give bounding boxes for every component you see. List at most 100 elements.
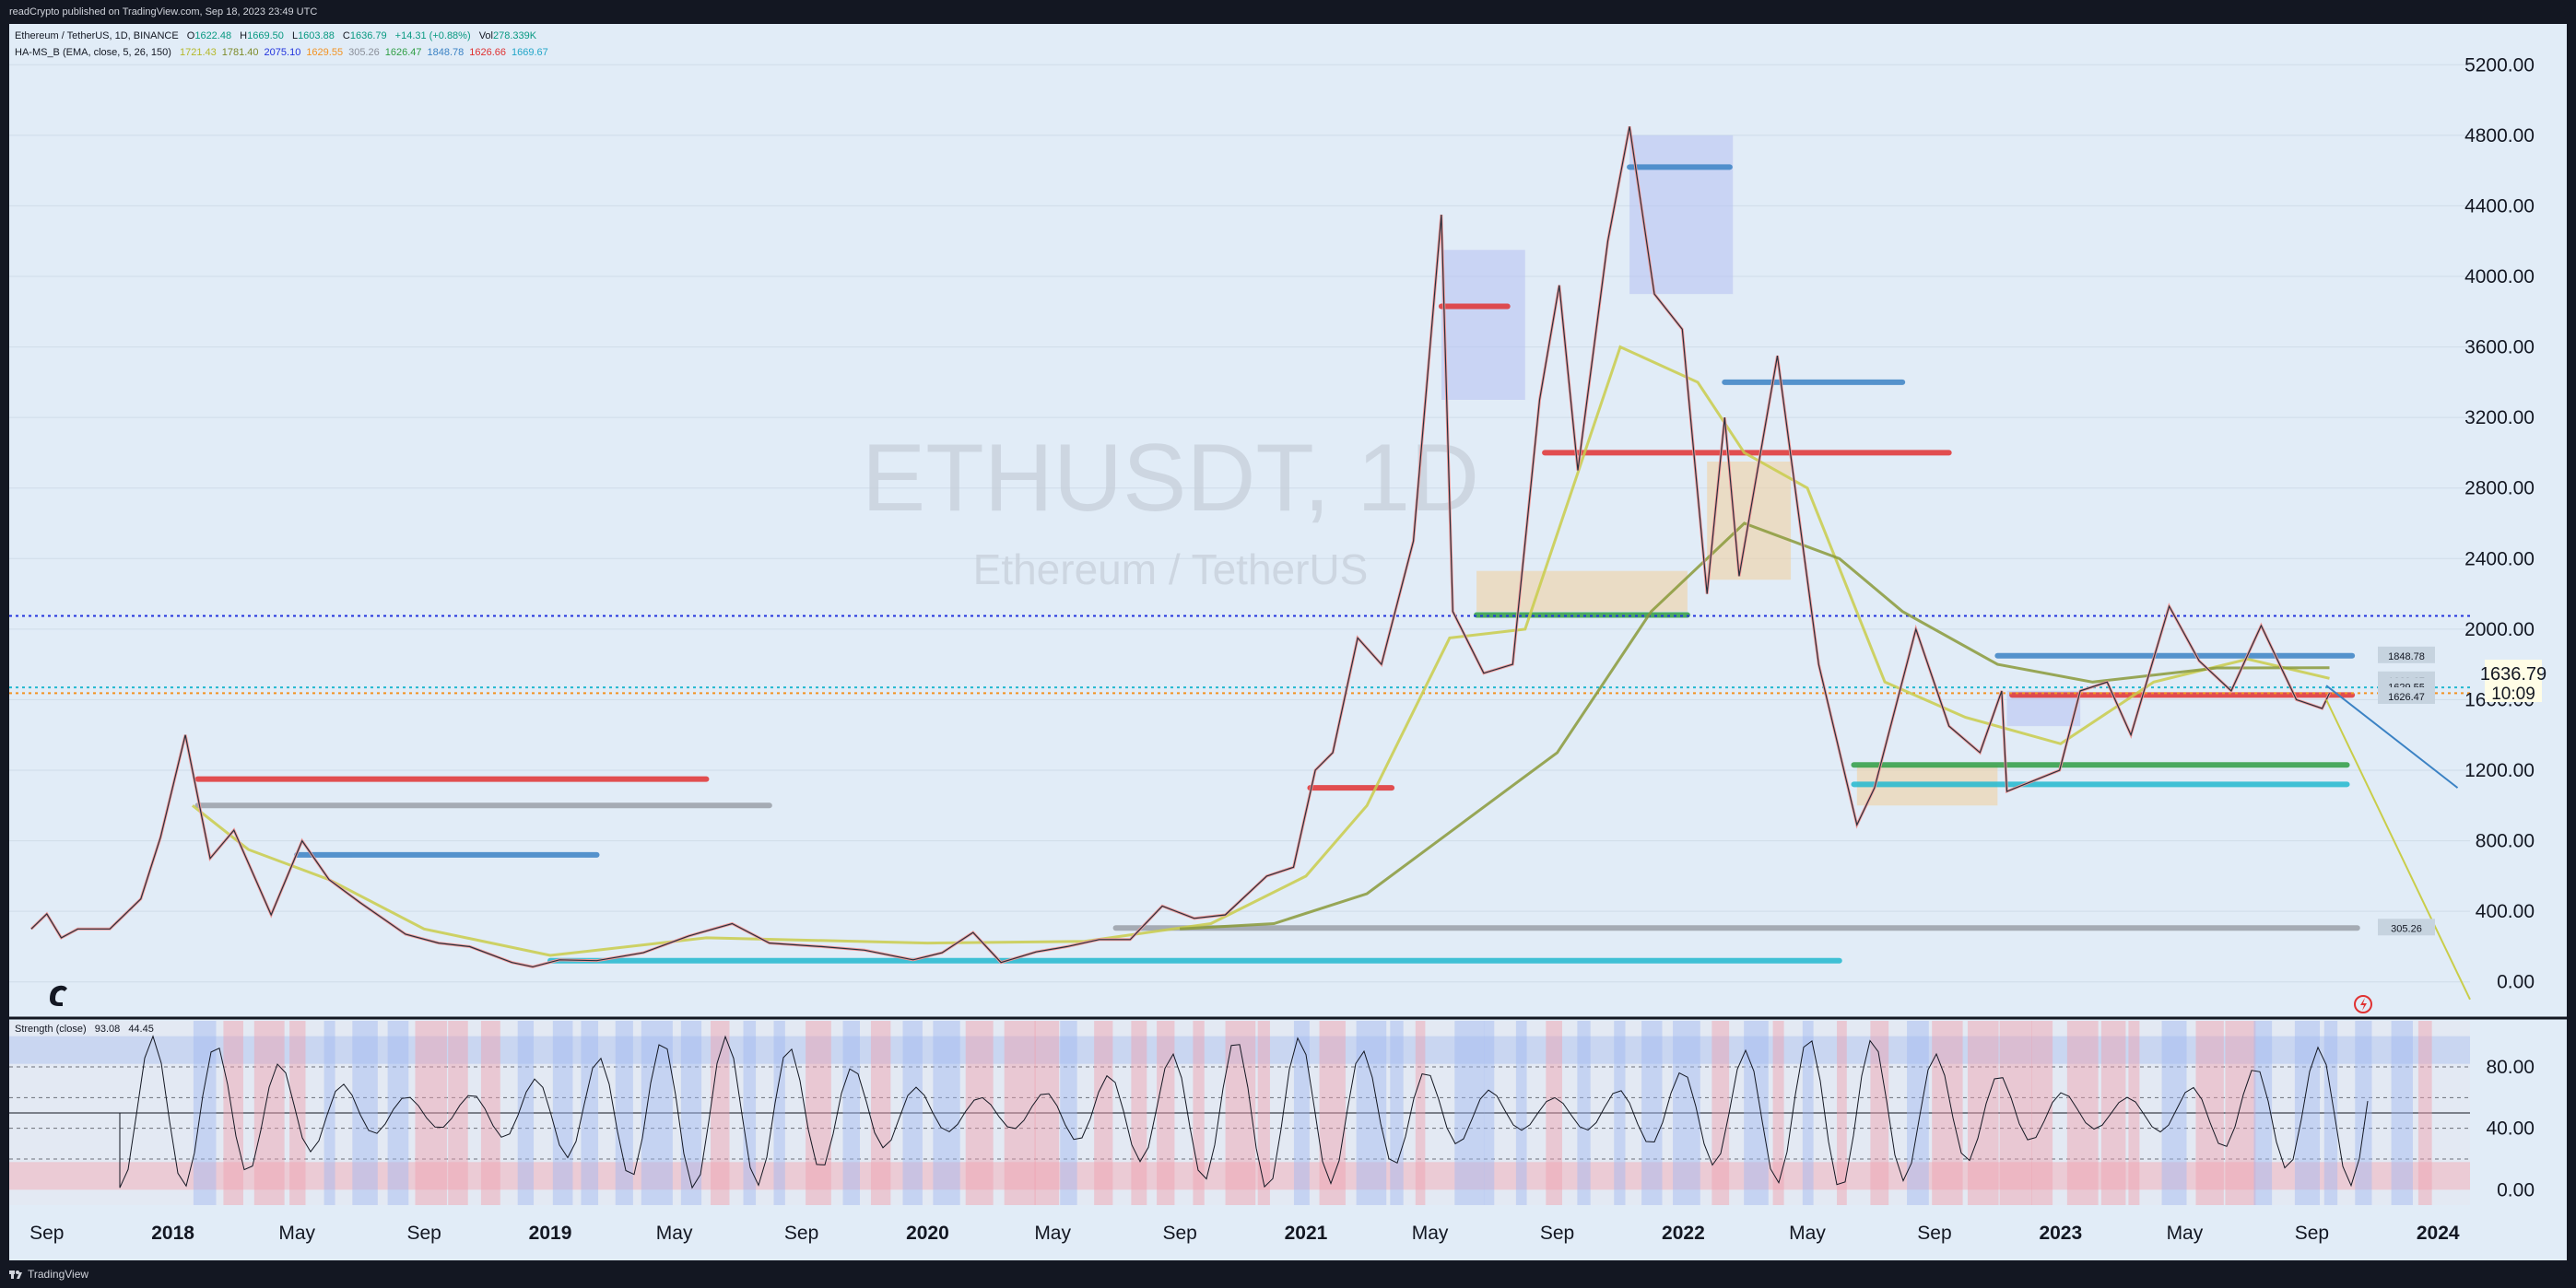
line-label-bg <box>2378 686 2435 704</box>
oscillator-shade <box>1711 1021 1730 1205</box>
legend-close-value: 1636.79 <box>350 30 387 41</box>
oscillator-shade <box>448 1021 468 1205</box>
oscillator-shade <box>1614 1021 1626 1205</box>
current-price-countdown: 10:09 <box>2491 685 2535 704</box>
y-tick-label: 2000.00 <box>2464 619 2535 640</box>
oscillator-shade <box>1772 1021 1784 1205</box>
oscillator-shade <box>1454 1021 1485 1205</box>
x-tick-label: May <box>656 1223 693 1244</box>
ema-lines <box>191 345 2330 957</box>
oscillator-shade <box>965 1021 994 1205</box>
x-tick-label: May <box>1412 1223 1449 1244</box>
svg-text:HA-MS_B (EMA, close, 5, 26, 15: HA-MS_B (EMA, close, 5, 26, 150) 1721.43… <box>15 47 548 58</box>
y-tick-label: 3600.00 <box>2464 337 2535 358</box>
legend-open-value: 1622.48 <box>194 30 231 41</box>
watermark: ETHUSDT, 1D Ethereum / TetherUS <box>862 425 1479 593</box>
current-price-value: 1636.79 <box>2480 664 2547 685</box>
y-tick-label: 800.00 <box>2476 831 2535 852</box>
published-header: readCrypto published on TradingView.com,… <box>0 0 2576 24</box>
oscillator-shade <box>1577 1021 1591 1205</box>
x-tick-label: May <box>2167 1223 2204 1244</box>
oscillator-shade <box>615 1021 633 1205</box>
price-line <box>29 126 2331 968</box>
chart-svg[interactable]: ETHUSDT, 1D Ethereum / TetherUS 5200.00 4… <box>9 24 2567 1260</box>
oscillator-shade <box>1131 1021 1147 1205</box>
oscillator-line <box>119 1035 2369 1189</box>
x-tick-label: 2018 <box>151 1223 194 1244</box>
legend-indicator-value: 1721.43 <box>180 47 217 58</box>
legend-open-label: O <box>187 30 195 41</box>
y-tick-label: 400.00 <box>2476 901 2535 922</box>
legend-vol-label: Vol <box>479 30 493 41</box>
oscillator-shade <box>2391 1021 2413 1205</box>
legend-close-label: C <box>343 30 350 41</box>
oscillator-axis[interactable]: 80.00 40.00 0.00 <box>2486 1057 2535 1200</box>
watermark-name: Ethereum / TetherUS <box>973 545 1369 593</box>
oscillator-shade <box>517 1021 535 1205</box>
oscillator-shade <box>1967 1021 1999 1205</box>
x-tick-label: Sep <box>406 1223 441 1244</box>
zone-box <box>1476 570 1688 612</box>
oscillator-shade <box>289 1021 306 1205</box>
y-tick-label: 4000.00 <box>2464 266 2535 287</box>
y-tick-label: 2800.00 <box>2464 478 2535 499</box>
legend-indicator-value: 1626.47 <box>385 47 422 58</box>
zones <box>1441 135 2081 806</box>
oscillator-shade <box>933 1021 960 1205</box>
oscillator-shade <box>387 1021 409 1205</box>
oscillator-shade <box>1094 1021 1113 1205</box>
oscillator-shade <box>253 1021 285 1205</box>
legend-indicator-value: 1669.67 <box>512 47 548 58</box>
oscillator-shade <box>1257 1021 1270 1205</box>
lightning-icon[interactable] <box>2354 995 2372 1013</box>
oscillator-shade <box>711 1021 730 1205</box>
oscillator-shade <box>1641 1021 1663 1205</box>
ema-line <box>1180 521 2330 931</box>
legend-indicator-value: 2075.10 <box>265 47 301 58</box>
legend-strength-label: Strength (close) <box>15 1024 87 1035</box>
oscillator-shade <box>870 1021 891 1205</box>
chart-area[interactable]: ETHUSDT, 1D Ethereum / TetherUS 5200.00 4… <box>9 24 2567 1260</box>
x-tick-label: Sep <box>1540 1223 1574 1244</box>
x-tick-label: May <box>1789 1223 1826 1244</box>
dino-icon[interactable] <box>50 985 67 1006</box>
legend-symbol: Ethereum / TetherUS, 1D, BINANCE <box>15 30 179 41</box>
osc-tick-label: 80.00 <box>2486 1057 2535 1078</box>
oscillator-shade <box>1157 1021 1175 1205</box>
oscillator-shade <box>1319 1021 1346 1205</box>
y-axis[interactable]: 5200.00 4800.00 4400.00 4000.00 3600.00 3200.… <box>2464 54 2535 992</box>
line-label-bg <box>2378 646 2435 663</box>
legend-strength-value-1: 93.08 <box>95 1024 121 1035</box>
oscillator-shade <box>1546 1021 1563 1205</box>
legend-indicator-value: 1781.40 <box>222 47 259 58</box>
oscillator-shade <box>806 1021 831 1205</box>
oscillator-shade <box>1932 1021 1963 1205</box>
oscillator-shade <box>773 1021 785 1205</box>
oscillator-shade <box>1356 1021 1387 1205</box>
oscillator-shade <box>902 1021 923 1205</box>
legend-indicator-value: 1848.78 <box>428 47 465 58</box>
oscillator-shade <box>2128 1021 2140 1205</box>
oscillator-shade <box>480 1021 500 1205</box>
oscillator-shade <box>1837 1021 1847 1205</box>
oscillator-shade <box>1870 1021 1889 1205</box>
x-tick-label: Sep <box>1917 1223 1951 1244</box>
y-tick-label: 1200.00 <box>2464 760 2535 781</box>
oscillator-shade <box>223 1021 243 1205</box>
line-label-text: 1848.78 <box>2388 651 2425 662</box>
legend-high-value: 1669.50 <box>247 30 284 41</box>
x-axis[interactable]: Sep 2018 May Sep 2019 May Sep 2020 May Sep 2021 May… <box>29 1223 2460 1244</box>
projection-line <box>2325 685 2459 789</box>
oscillator-shade <box>2417 1021 2432 1205</box>
legend-high-label: H <box>240 30 247 41</box>
footer-brand: TradingView <box>28 1268 89 1281</box>
zone-box <box>1441 250 1525 400</box>
svg-text:Ethereum / TetherUS, 1D, BINAN: Ethereum / TetherUS, 1D, BINANCE O1622.4… <box>15 30 537 41</box>
x-tick-label: Sep <box>1162 1223 1196 1244</box>
oscillator-shade <box>1415 1021 1426 1205</box>
oscillator-shade <box>352 1021 378 1205</box>
oscillator-shade <box>2323 1021 2338 1205</box>
svg-text:Strength (close) 93.08: Strength (close) 93.08 44.45 <box>15 1024 154 1035</box>
oscillator-shade <box>1515 1021 1527 1205</box>
